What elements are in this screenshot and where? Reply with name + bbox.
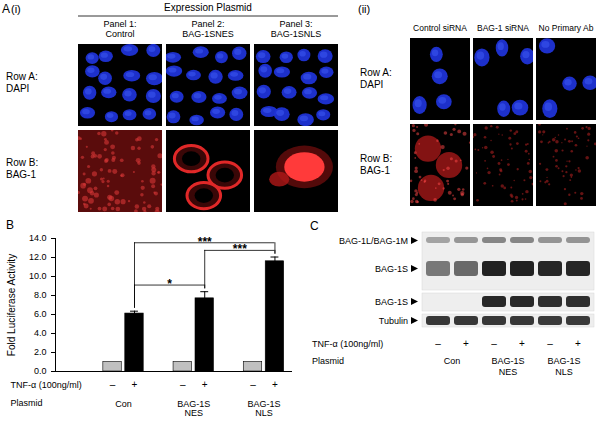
svg-text:+: + — [202, 379, 208, 390]
svg-text:(i): (i) — [11, 3, 21, 15]
svg-text:TNF-α (100ng/ml): TNF-α (100ng/ml) — [11, 380, 82, 390]
svg-text:Row A:DAPI: Row A:DAPI — [360, 67, 392, 90]
svg-text:Plasmid: Plasmid — [11, 398, 43, 408]
svg-text:–: – — [110, 379, 116, 390]
svg-text:(ii): (ii) — [358, 3, 370, 15]
svg-text:BAG-1SNES: BAG-1SNES — [177, 399, 210, 419]
svg-text:Panel 1:Control: Panel 1:Control — [103, 19, 136, 39]
svg-text:–: – — [250, 379, 256, 390]
svg-text:BAG-1S: BAG-1S — [375, 297, 408, 307]
svg-text:6.0: 6.0 — [34, 309, 47, 319]
svg-text:No Primary Ab: No Primary Ab — [539, 23, 594, 33]
svg-text:C: C — [310, 219, 319, 233]
svg-text:–: – — [435, 338, 441, 349]
svg-text:8.0: 8.0 — [34, 290, 47, 300]
svg-text:Con: Con — [115, 399, 132, 409]
svg-text:Row B:BAG-1: Row B:BAG-1 — [6, 157, 38, 180]
svg-text:BAG-1SNLS: BAG-1SNLS — [247, 399, 280, 419]
svg-text:+: + — [575, 338, 581, 349]
svg-text:–: – — [491, 338, 497, 349]
svg-text:–: – — [180, 379, 186, 390]
svg-text:BAG-1SNLS: BAG-1SNLS — [547, 356, 580, 377]
svg-text:Con: Con — [444, 356, 461, 366]
svg-text:+: + — [519, 338, 525, 349]
svg-text:BAG-1L/BAG-1M: BAG-1L/BAG-1M — [339, 236, 408, 246]
svg-text:12.0: 12.0 — [29, 252, 47, 262]
svg-text:14.0: 14.0 — [29, 233, 47, 243]
svg-text:Expression Plasmid: Expression Plasmid — [164, 2, 252, 13]
svg-text:0.0: 0.0 — [34, 366, 47, 376]
svg-text:Control siRNA: Control siRNA — [413, 23, 467, 33]
svg-text:***: *** — [233, 242, 247, 256]
svg-text:Row B:BAG-1: Row B:BAG-1 — [360, 153, 392, 176]
svg-text:2.0: 2.0 — [34, 347, 47, 357]
svg-text:–: – — [547, 338, 553, 349]
svg-text:Panel 2:BAG-1SNES: Panel 2:BAG-1SNES — [182, 19, 234, 39]
svg-text:+: + — [272, 379, 278, 390]
svg-text:+: + — [132, 379, 138, 390]
svg-text:Row A:DAPI: Row A:DAPI — [6, 71, 38, 94]
svg-text:BAG-1S: BAG-1S — [375, 264, 408, 274]
svg-text:BAG-1SNES: BAG-1SNES — [491, 356, 524, 377]
svg-text:TNF-α (100ng/ml): TNF-α (100ng/ml) — [312, 339, 383, 349]
svg-text:Panel 3:BAG-1SNLS: Panel 3:BAG-1SNLS — [271, 19, 322, 39]
svg-text:*: * — [167, 277, 172, 291]
svg-text:Fold Luciferase Activity: Fold Luciferase Activity — [6, 254, 17, 356]
svg-text:+: + — [463, 338, 469, 349]
svg-text:B: B — [6, 218, 14, 232]
svg-text:***: *** — [198, 235, 212, 249]
svg-text:10.0: 10.0 — [29, 271, 47, 281]
svg-text:Tubulin: Tubulin — [379, 316, 408, 326]
svg-text:A: A — [2, 2, 10, 16]
svg-text:BAG-1 siRNA: BAG-1 siRNA — [477, 23, 529, 33]
svg-text:Plasmid: Plasmid — [312, 356, 344, 366]
svg-text:4.0: 4.0 — [34, 328, 47, 338]
